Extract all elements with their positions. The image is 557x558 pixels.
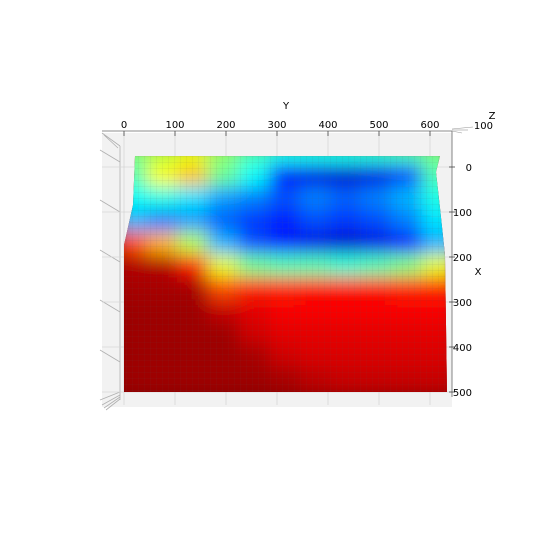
z-tick-mark-0: [451, 130, 463, 134]
x-tick-label-400: 400: [453, 343, 472, 354]
x-tick-label-0: 0: [466, 163, 472, 174]
y-tick-label-400: 400: [318, 120, 337, 131]
y-tick-label-0: 0: [121, 120, 127, 131]
x-tick-label-500: 500: [453, 388, 472, 399]
y-tick-label-500: 500: [369, 120, 388, 131]
y-tick-label-600: 600: [420, 120, 439, 131]
x-tick-label-200: 200: [453, 253, 472, 264]
y-tick-label-200: 200: [216, 120, 235, 131]
x-axis-ticks: 0 100 200 300 400 500: [449, 163, 472, 399]
x-tick-label-300: 300: [453, 298, 472, 309]
x-axis-label: X: [475, 267, 482, 278]
z-axis-ticks: 100: [451, 121, 493, 134]
z-axis-label: Z: [489, 111, 496, 122]
y-tick-label-100: 100: [165, 120, 184, 131]
left-pane-edges: [99, 132, 121, 411]
surface: [124, 156, 447, 392]
y-tick-label-300: 300: [267, 120, 286, 131]
z-tick-mark-2: [451, 126, 474, 130]
z-tick-label-100: 100: [474, 121, 493, 132]
x-tick-label-100: 100: [453, 208, 472, 219]
y-axis-label: Y: [282, 101, 290, 112]
y-axis-ticks: 0 100 200 300 400 500 600: [121, 120, 440, 136]
